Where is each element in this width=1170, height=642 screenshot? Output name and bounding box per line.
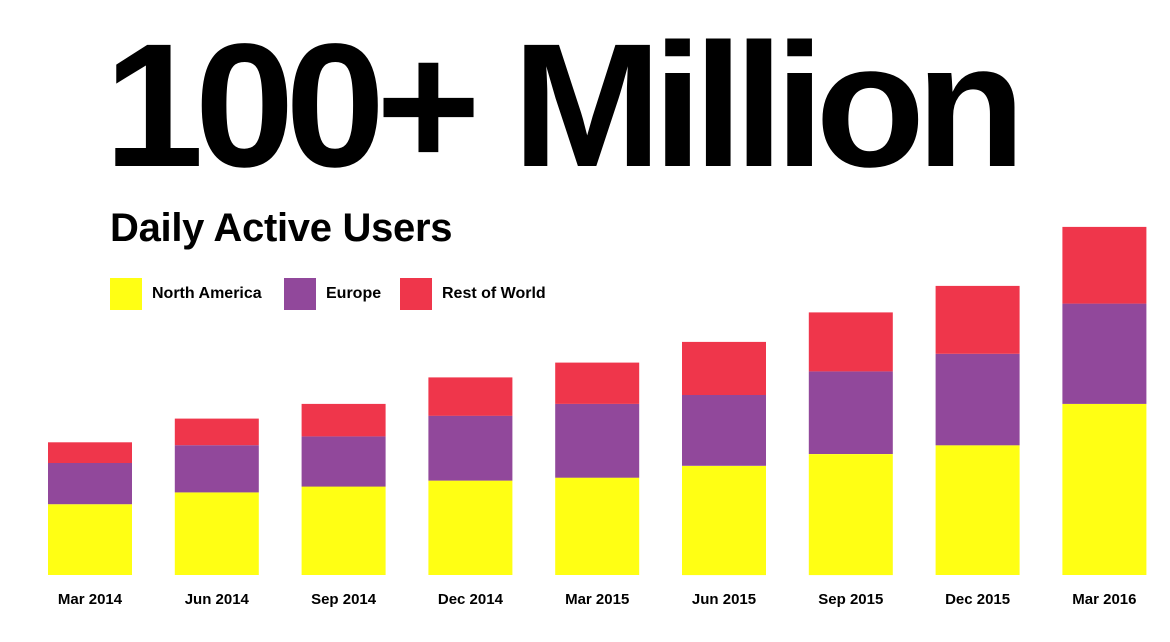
x-tick-label: Mar 2016 [1072, 591, 1136, 608]
legend-item-europe: Europe [284, 278, 381, 310]
legend-item-north-america: North America [110, 278, 262, 310]
bar-europe-4 [428, 415, 513, 481]
x-tick-label: Sep 2014 [311, 591, 377, 608]
legend-swatch-europe [284, 278, 316, 310]
bar-rest-of-world-2 [174, 418, 259, 446]
bar-europe-2 [174, 445, 259, 493]
legend-label-rest-of-world: Rest of World [442, 285, 546, 302]
headline: 100+ Million [104, 8, 1026, 204]
bar-north-america-2 [174, 492, 259, 575]
bar-rest-of-world-8 [935, 285, 1020, 354]
x-tick-label: Dec 2014 [438, 591, 504, 608]
bar-rest-of-world-6 [682, 341, 766, 395]
bar-europe-3 [301, 436, 386, 487]
bar-rest-of-world-5 [555, 362, 640, 404]
x-tick-label: Dec 2015 [945, 591, 1010, 608]
bar-europe-6 [682, 395, 766, 466]
bar-north-america-7 [808, 454, 893, 576]
bar-north-america-4 [428, 480, 513, 575]
x-tick-label: Jun 2014 [185, 591, 250, 608]
bar-rest-of-world-7 [808, 312, 893, 372]
bar-north-america-9 [1062, 403, 1147, 575]
legend-swatch-rest-of-world [400, 278, 432, 310]
bar-north-america-5 [555, 477, 640, 575]
bar-north-america-1 [48, 504, 132, 575]
bar-rest-of-world-4 [428, 377, 513, 416]
legend-label-europe: Europe [326, 285, 382, 302]
x-tick-label: Mar 2014 [58, 591, 123, 608]
legend-label-north-america: North America [152, 285, 262, 302]
bar-rest-of-world-1 [48, 442, 132, 463]
bar-rest-of-world-3 [301, 403, 386, 437]
bar-europe-8 [935, 353, 1020, 446]
x-tick-label: Jun 2015 [692, 591, 756, 608]
bar-north-america-8 [935, 445, 1020, 575]
chart-title: Daily Active Users [110, 206, 453, 250]
bar-europe-5 [555, 403, 640, 478]
x-tick-label: Mar 2015 [565, 591, 629, 608]
x-tick-label: Sep 2015 [818, 591, 883, 608]
legend-swatch-north-america [110, 278, 142, 310]
bar-rest-of-world-9 [1062, 226, 1147, 304]
bar-europe-1 [48, 462, 132, 505]
bar-europe-9 [1062, 303, 1147, 404]
legend-item-rest-of-world: Rest of World [400, 278, 546, 310]
bar-north-america-3 [301, 486, 386, 575]
bar-north-america-6 [682, 465, 766, 576]
bar-europe-7 [808, 371, 893, 454]
